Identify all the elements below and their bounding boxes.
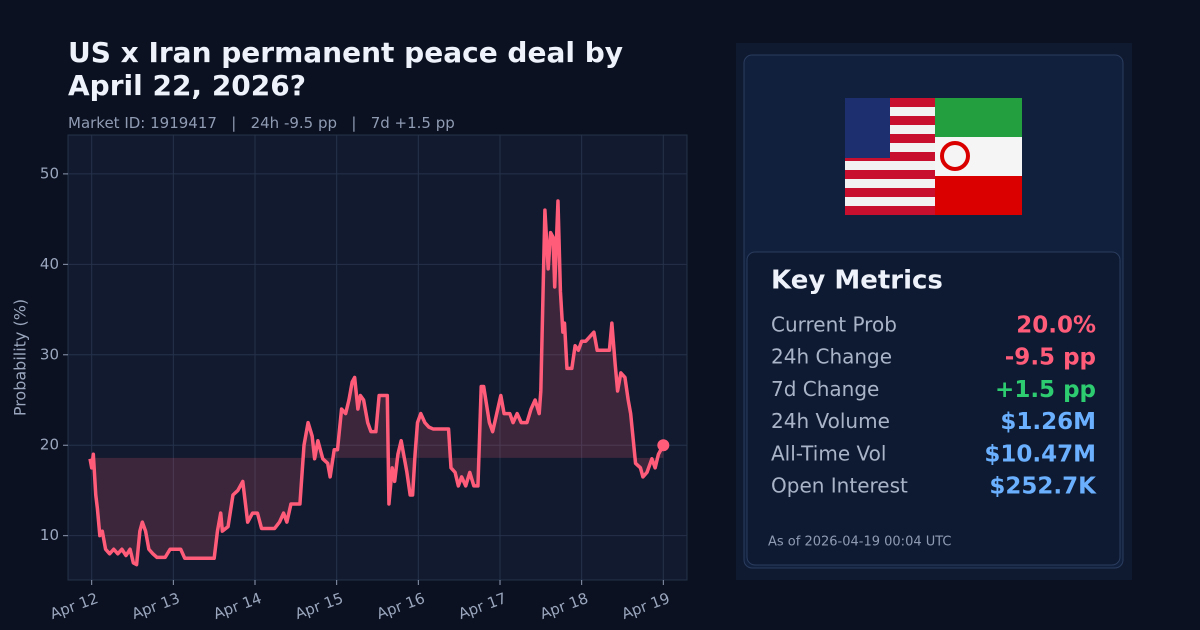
x-tick-label: Apr 16 bbox=[374, 589, 427, 623]
metric-label: 7d Change bbox=[771, 377, 879, 401]
metrics-box bbox=[746, 251, 1121, 566]
metric-value: +1.5 pp bbox=[995, 377, 1096, 403]
chart-subtitle: Market ID: 1919417 | 24h -9.5 pp | 7d +1… bbox=[68, 114, 455, 132]
end-marker bbox=[657, 439, 670, 452]
x-tick-label: Apr 14 bbox=[211, 589, 264, 623]
y-tick-label: 30 bbox=[40, 345, 59, 363]
chart-title: US x Iran permanent peace deal by April … bbox=[68, 36, 623, 102]
metric-value: $252.7K bbox=[989, 474, 1097, 500]
us-canton bbox=[845, 98, 890, 158]
iran-emblem bbox=[940, 141, 970, 171]
footnote: As of 2026-04-19 00:04 UTC bbox=[768, 535, 952, 550]
metric-value: $10.47M bbox=[984, 441, 1096, 467]
x-tick-label: Apr 15 bbox=[293, 589, 346, 623]
x-tick-label: Apr 12 bbox=[48, 589, 101, 623]
metric-value: 20.0% bbox=[1016, 313, 1096, 339]
y-tick-label: 10 bbox=[40, 526, 59, 544]
iran-red bbox=[935, 176, 1022, 215]
metric-label: Current Prob bbox=[771, 313, 897, 337]
x-tick-label: Apr 17 bbox=[456, 589, 509, 623]
metric-label: 24h Volume bbox=[771, 409, 890, 433]
metric-label: Open Interest bbox=[771, 474, 908, 498]
iran-green bbox=[935, 98, 1022, 137]
x-tick-label: Apr 18 bbox=[538, 589, 591, 623]
y-tick-label: 40 bbox=[40, 255, 59, 273]
panel-title: Key Metrics bbox=[771, 266, 943, 296]
metric-label: All-Time Vol bbox=[771, 441, 886, 465]
flag-image bbox=[845, 98, 1022, 215]
fill-area bbox=[90, 201, 664, 565]
x-tick-label: Apr 19 bbox=[619, 589, 672, 623]
x-tick-label: Apr 13 bbox=[129, 589, 182, 623]
y-tick-label: 50 bbox=[40, 164, 59, 182]
metric-label: 24h Change bbox=[771, 345, 892, 369]
plot-area bbox=[67, 134, 688, 581]
y-tick-label: 20 bbox=[40, 436, 59, 454]
metric-value: -9.5 pp bbox=[1005, 345, 1096, 371]
y-axis-label: Probability (%) bbox=[11, 299, 30, 416]
line bbox=[88, 199, 665, 567]
metric-value: $1.26M bbox=[1000, 409, 1096, 435]
